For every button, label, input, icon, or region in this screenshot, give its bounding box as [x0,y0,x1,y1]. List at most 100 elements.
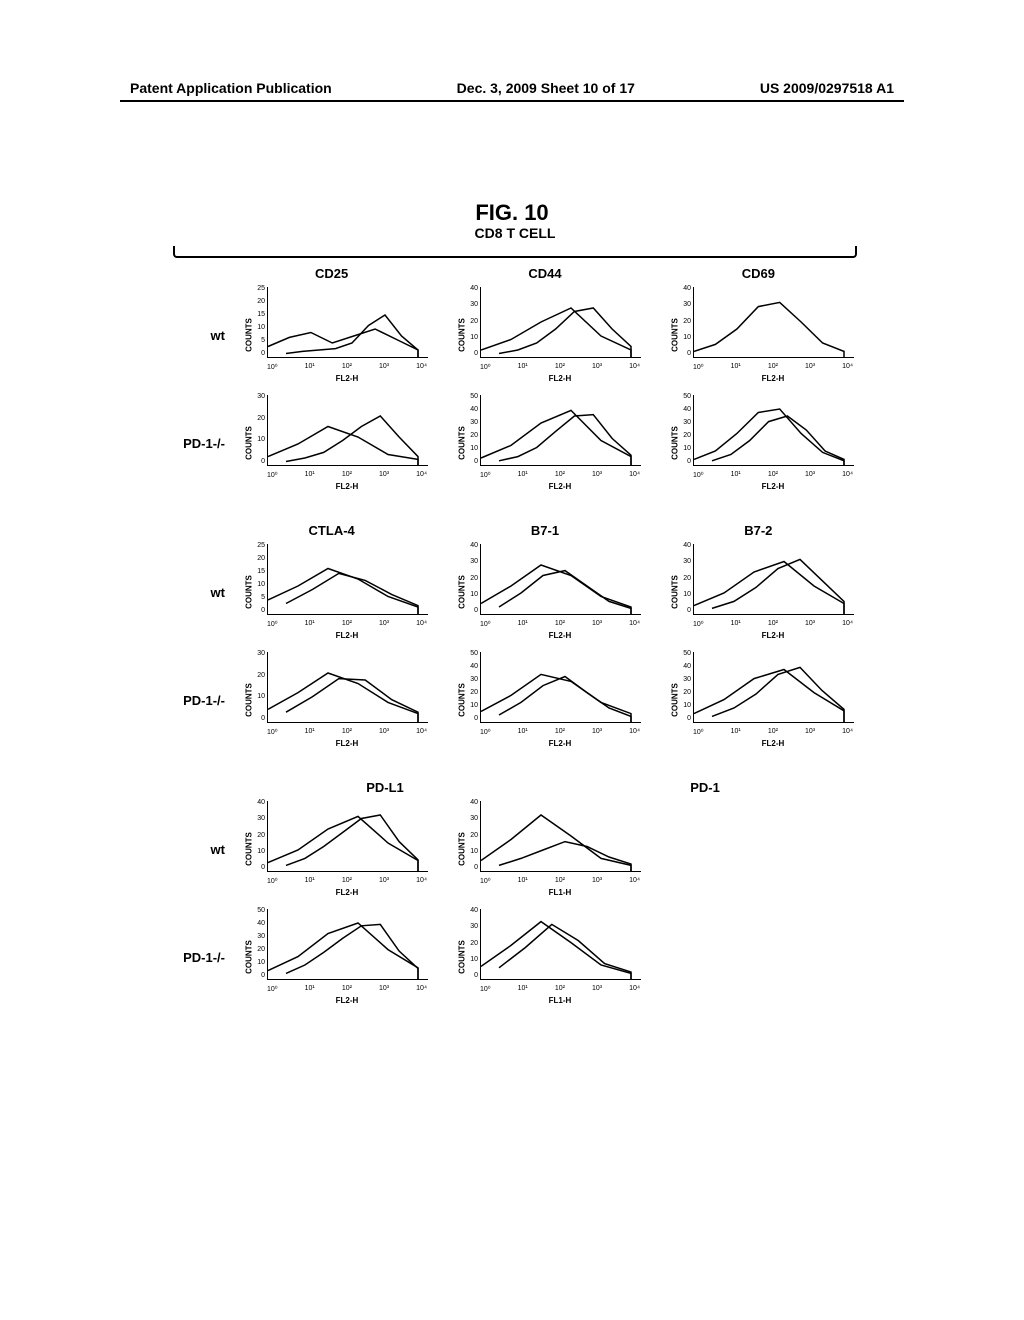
section: PD-L1PD-1wtCOUNTS01020304010⁰10¹10²10³10… [165,780,865,1007]
figure-container: CD8 T CELL CD25CD44CD69wtCOUNTS051015202… [165,225,865,1037]
histogram-panel: COUNTS01020304010⁰10¹10²10³10⁴FL1-H [448,907,643,1007]
column-header: CD44 [445,266,645,281]
x-ticks: 10⁰10¹10²10³10⁴ [480,985,640,993]
histogram-panel: COUNTS01020304010⁰10¹10²10³10⁴FL2-H [448,542,643,642]
histogram-panel: COUNTS0102030405010⁰10¹10²10³10⁴FL2-H [448,650,643,750]
panels: COUNTS051015202510⁰10¹10²10³10⁴FL2-HCOUN… [235,542,856,642]
y-ticks: 0510152025 [243,285,265,357]
x-axis-label: FL2-H [267,739,427,748]
plot-area [693,544,854,615]
row: PD-1-/-COUNTS010203010⁰10¹10²10³10⁴FL2-H… [165,650,865,750]
y-ticks: 010203040 [669,542,691,614]
y-ticks: 01020304050 [456,393,478,465]
x-ticks: 10⁰10¹10²10³10⁴ [480,728,640,736]
histogram-panel: COUNTS051015202510⁰10¹10²10³10⁴FL2-H [235,542,430,642]
histogram-panel: COUNTS0102030405010⁰10¹10²10³10⁴FL2-H [661,393,856,493]
y-ticks: 010203040 [456,799,478,871]
histogram-panel: COUNTS010203010⁰10¹10²10³10⁴FL2-H [235,393,430,493]
row-label: PD-1-/- [165,950,235,965]
y-ticks: 01020304050 [243,907,265,979]
x-axis-label: FL2-H [693,631,853,640]
panels: COUNTS0102030405010⁰10¹10²10³10⁴FL2-HCOU… [235,907,643,1007]
x-axis-label: FL2-H [267,374,427,383]
plot-area [267,909,428,980]
row-label: wt [165,842,235,857]
row: PD-1-/-COUNTS010203010⁰10¹10²10³10⁴FL2-H… [165,393,865,493]
figure-title: FIG. 10 [0,200,1024,226]
x-ticks: 10⁰10¹10²10³10⁴ [267,728,427,736]
column-headers: PD-L1 PD-1 [165,780,865,795]
y-ticks: 010203040 [243,799,265,871]
x-axis-label: FL2-H [480,739,640,748]
header-divider [120,100,904,102]
column-headers: CTLA-4B7-1B7-2 [165,523,865,538]
plot-area [480,544,641,615]
x-axis-label: FL2-H [480,482,640,491]
panels: COUNTS010203010⁰10¹10²10³10⁴FL2-HCOUNTS0… [235,393,856,493]
row-label: PD-1-/- [165,693,235,708]
plot-area [693,652,854,723]
x-ticks: 10⁰10¹10²10³10⁴ [693,471,853,479]
x-axis-label: FL2-H [480,374,640,383]
plot-area [693,287,854,358]
x-ticks: 10⁰10¹10²10³10⁴ [693,728,853,736]
plot-area [480,801,641,872]
header-left: Patent Application Publication [130,80,332,96]
row-label: wt [165,585,235,600]
plot-area [480,652,641,723]
x-axis-label: FL2-H [267,996,427,1005]
header: Patent Application Publication Dec. 3, 2… [0,80,1024,96]
row: wtCOUNTS01020304010⁰10¹10²10³10⁴FL2-HCOU… [165,799,865,899]
plot-area [480,287,641,358]
panels: COUNTS010203010⁰10¹10²10³10⁴FL2-HCOUNTS0… [235,650,856,750]
x-axis-label: FL1-H [480,996,640,1005]
histogram-panel: COUNTS01020304010⁰10¹10²10³10⁴FL2-H [661,542,856,642]
x-ticks: 10⁰10¹10²10³10⁴ [693,363,853,371]
page: Patent Application Publication Dec. 3, 2… [0,0,1024,1320]
row: wtCOUNTS051015202510⁰10¹10²10³10⁴FL2-HCO… [165,285,865,385]
y-ticks: 010203040 [456,285,478,357]
column-header: CD25 [232,266,432,281]
section: CTLA-4B7-1B7-2wtCOUNTS051015202510⁰10¹10… [165,523,865,750]
x-axis-label: FL2-H [693,482,853,491]
y-ticks: 010203040 [456,907,478,979]
x-ticks: 10⁰10¹10²10³10⁴ [480,877,640,885]
y-ticks: 0102030 [243,393,265,465]
histogram-panel: COUNTS01020304010⁰10¹10²10³10⁴FL2-H [448,285,643,385]
x-axis-label: FL1-H [480,888,640,897]
row-label: PD-1-/- [165,436,235,451]
column-header: CTLA-4 [232,523,432,538]
y-ticks: 010203040 [669,285,691,357]
header-right: US 2009/0297518 A1 [760,80,894,96]
x-ticks: 10⁰10¹10²10³10⁴ [267,877,427,885]
histogram-panel: COUNTS010203010⁰10¹10²10³10⁴FL2-H [235,650,430,750]
histogram-panel: COUNTS01020304010⁰10¹10²10³10⁴FL1-H [448,799,643,899]
x-ticks: 10⁰10¹10²10³10⁴ [480,471,640,479]
sections: CD25CD44CD69wtCOUNTS051015202510⁰10¹10²1… [165,266,865,1007]
x-ticks: 10⁰10¹10²10³10⁴ [693,620,853,628]
plot-area [267,395,428,466]
cell-type-label: CD8 T CELL [165,225,865,241]
y-ticks: 0102030 [243,650,265,722]
histogram-panel: COUNTS0102030405010⁰10¹10²10³10⁴FL2-H [448,393,643,493]
plot-area [267,652,428,723]
histogram-panel: COUNTS01020304010⁰10¹10²10³10⁴FL2-H [661,285,856,385]
plot-area [267,287,428,358]
x-axis-label: FL2-H [267,482,427,491]
histogram-panel: COUNTS0102030405010⁰10¹10²10³10⁴FL2-H [235,907,430,1007]
y-ticks: 01020304050 [669,393,691,465]
column-header: PD-L1 [285,780,485,795]
plot-area [480,395,641,466]
y-ticks: 01020304050 [669,650,691,722]
x-axis-label: FL2-H [267,631,427,640]
row: wtCOUNTS051015202510⁰10¹10²10³10⁴FL2-HCO… [165,542,865,642]
x-axis-label: FL2-H [480,631,640,640]
x-ticks: 10⁰10¹10²10³10⁴ [480,363,640,371]
column-header: PD-1 [605,780,805,795]
x-axis-label: FL2-H [267,888,427,897]
x-ticks: 10⁰10¹10²10³10⁴ [480,620,640,628]
panels: COUNTS01020304010⁰10¹10²10³10⁴FL2-HCOUNT… [235,799,643,899]
column-header: B7-1 [445,523,645,538]
plot-area [267,544,428,615]
x-ticks: 10⁰10¹10²10³10⁴ [267,363,427,371]
